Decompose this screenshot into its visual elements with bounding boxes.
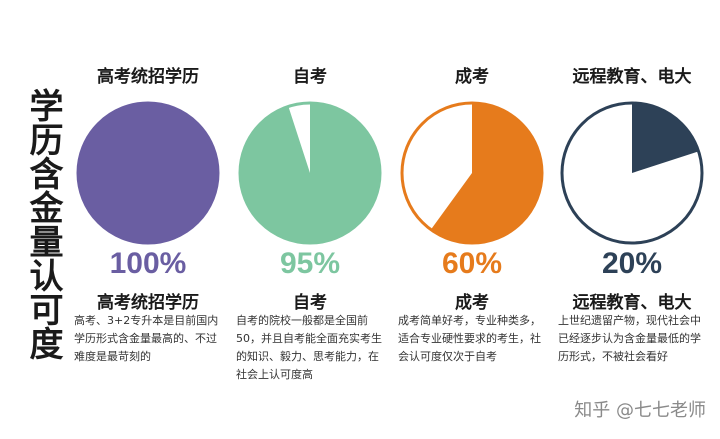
pie-description: 成考简单好考，专业种类多，适合专业硬性要求的考生，社会认可度仅次于自考 bbox=[398, 314, 541, 363]
pie-header: 高考统招学历 bbox=[97, 67, 199, 87]
pie-description: 上世纪遗留产物，现代社会中已经逐步认为含金量最低的学历形式，不被社会看好 bbox=[558, 314, 701, 363]
pie-slice bbox=[430, 103, 542, 243]
pie-label: 成考 bbox=[455, 293, 489, 313]
watermark: 知乎 @七七老师 bbox=[574, 400, 706, 421]
column-gaokao: 高考统招学历 100% 高考统招学历 高考、3+2专升本是目前国内学历形式含金量… bbox=[68, 0, 228, 439]
pie-chart bbox=[560, 101, 704, 245]
pie-chart bbox=[238, 101, 382, 245]
percent-label: 100% bbox=[109, 247, 187, 280]
pie-chart bbox=[400, 101, 544, 245]
pie-header: 远程教育、电大 bbox=[572, 67, 692, 87]
column-chengkao: 成考 60% 成考 成考简单好考，专业种类多，适合专业硬性要求的考生，社会认可度… bbox=[392, 0, 552, 439]
percent-label: 95% bbox=[279, 247, 341, 280]
column-zikao: 自考 95% 自考 自考的院校一般都是全国前50，并且自考能全面充实考生的知识、… bbox=[230, 0, 390, 439]
percent-label: 60% bbox=[441, 247, 503, 280]
percent-label: 20% bbox=[601, 247, 663, 280]
pie-label: 自考 bbox=[293, 293, 327, 313]
pie-description: 高考、3+2专升本是目前国内学历形式含金量最高的、不过难度是最苛刻的 bbox=[74, 314, 219, 363]
pie-slice bbox=[78, 103, 218, 243]
pie-description: 自考的院校一般都是全国前50，并且自考能全面充实考生的知识、毅力、思考能力，在社… bbox=[236, 314, 382, 381]
pie-chart bbox=[76, 101, 220, 245]
pie-slice bbox=[632, 103, 699, 173]
side-title: 学历含金量认可度 bbox=[23, 88, 63, 360]
pie-label: 高考统招学历 bbox=[97, 293, 199, 313]
column-yuancheng: 远程教育、电大 20% 远程教育、电大 上世纪遗留产物，现代社会中已经逐步认为含… bbox=[552, 0, 712, 439]
pie-header: 成考 bbox=[455, 67, 489, 87]
pie-header: 自考 bbox=[293, 67, 327, 87]
pie-slice bbox=[240, 103, 380, 243]
pie-label: 远程教育、电大 bbox=[572, 293, 692, 313]
